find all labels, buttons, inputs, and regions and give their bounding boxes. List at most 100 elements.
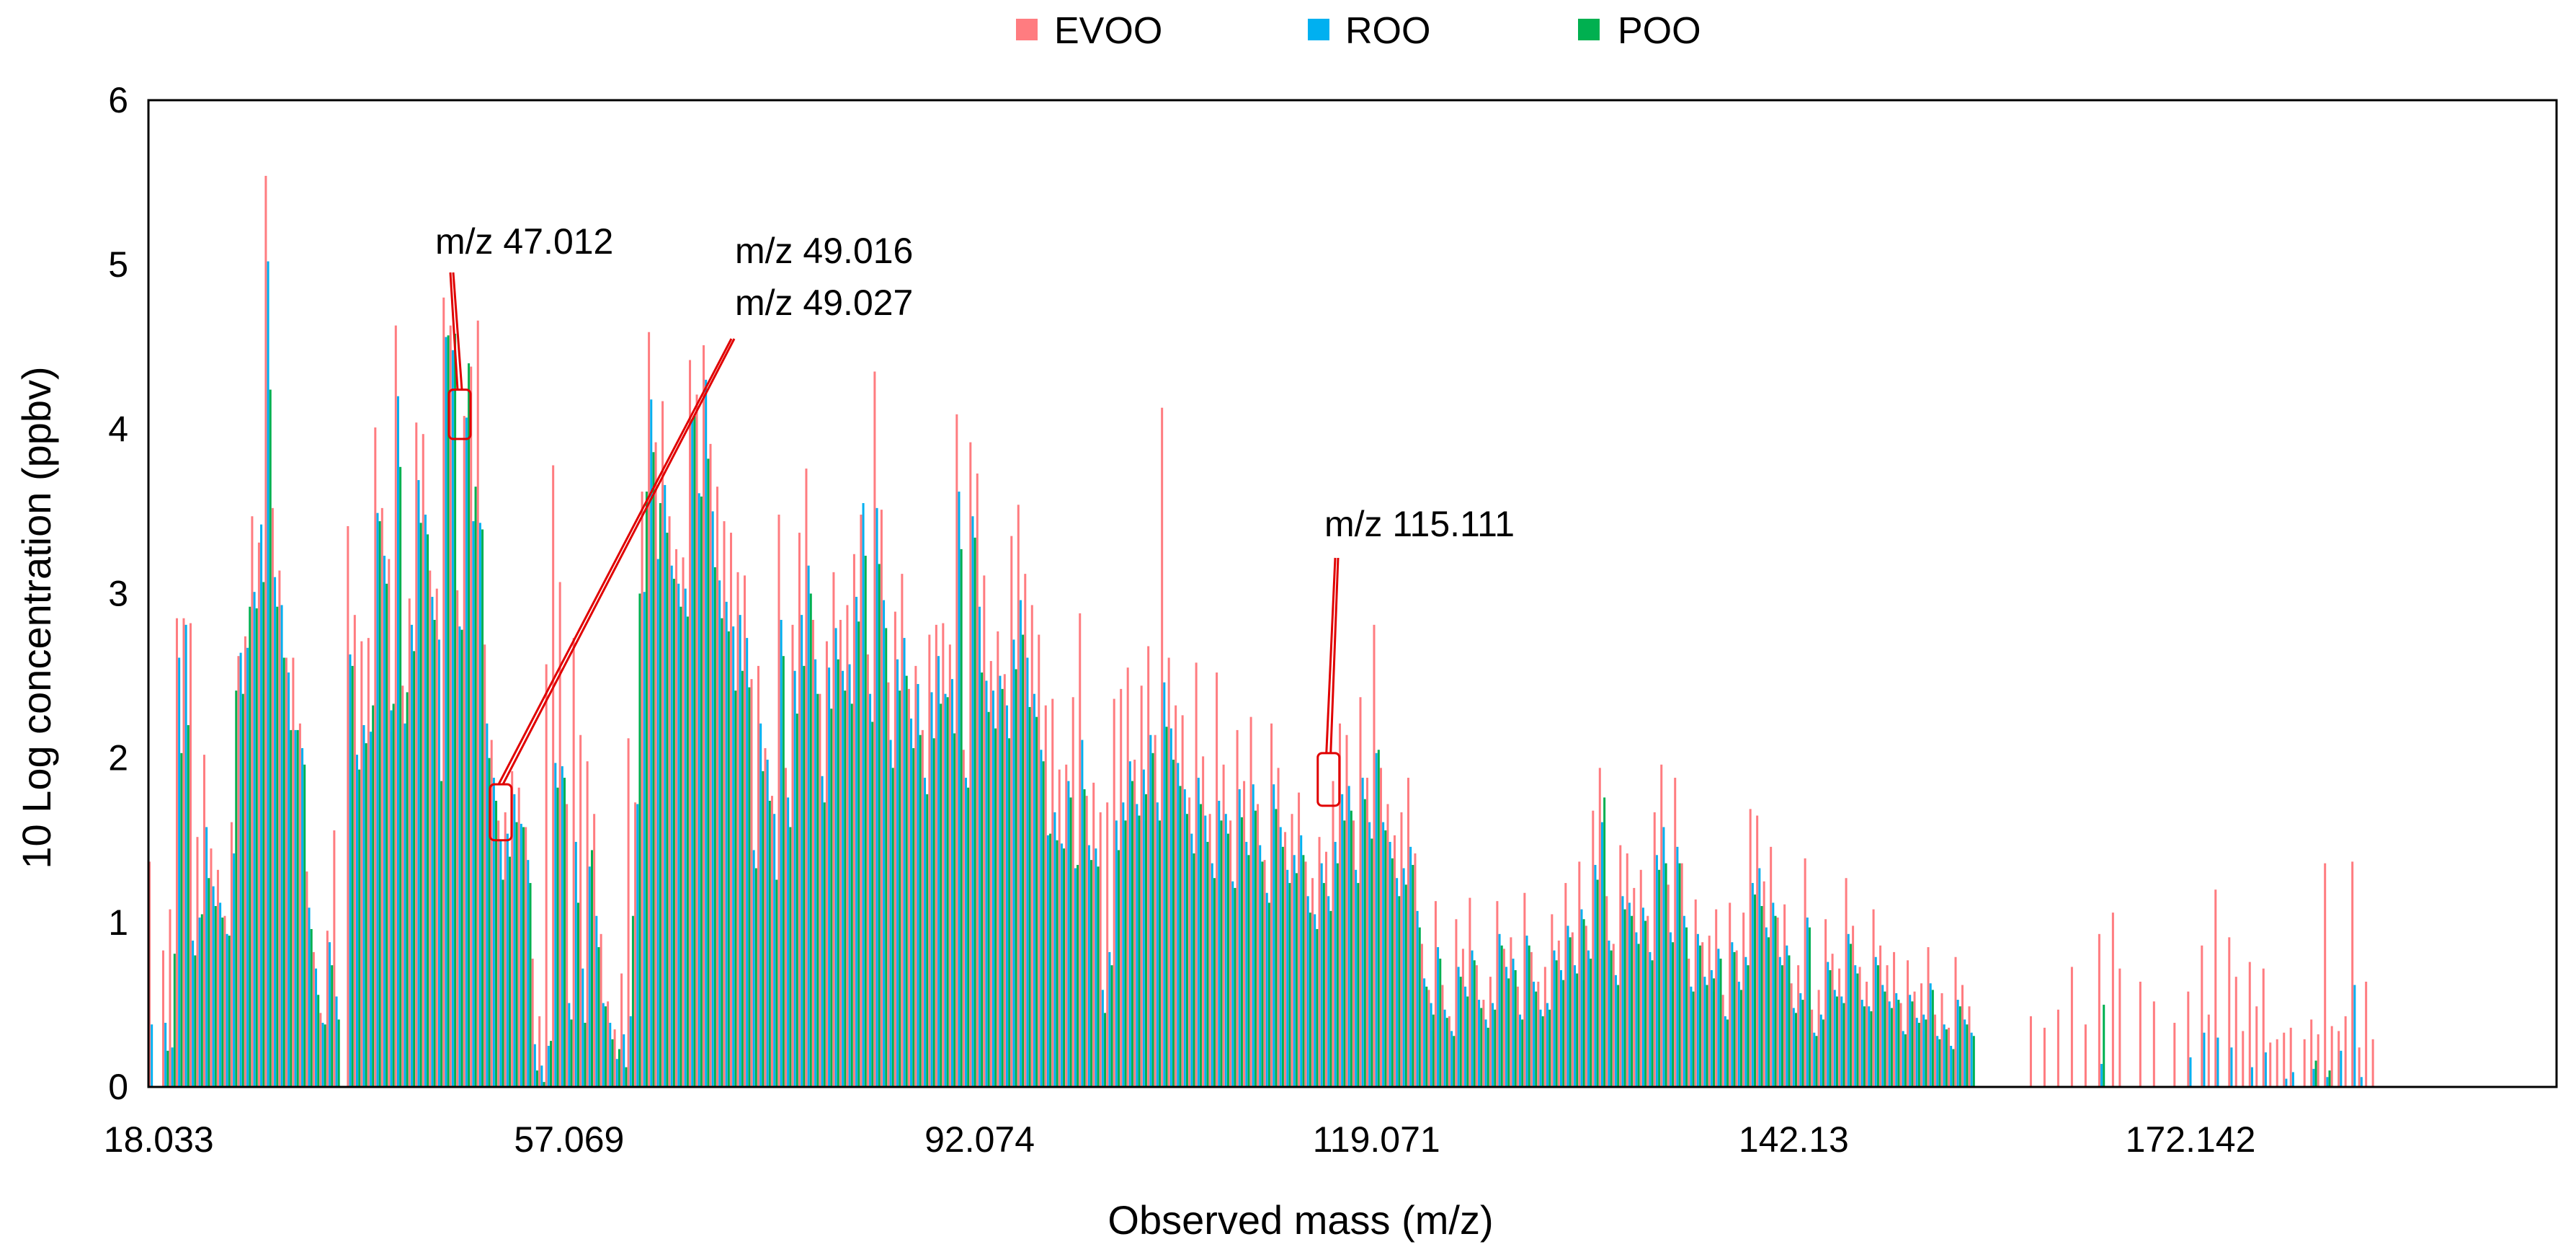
bar-evoo [620,973,623,1087]
bar-evoo [716,487,719,1087]
bar-evoo [2344,1016,2347,1087]
bar-poo [1733,951,1736,1087]
bar-roo [1573,965,1576,1087]
bar-evoo [1044,705,1047,1087]
bar-evoo [1249,716,1252,1088]
bar-evoo [2358,1047,2361,1087]
bar-poo [940,703,942,1087]
bar-evoo [2303,1039,2306,1087]
bar-poo [1911,1001,1914,1087]
bar-roo [478,523,481,1087]
bar-roo [1806,917,1809,1087]
bar-roo [1553,950,1556,1087]
bar-poo [1644,920,1647,1087]
legend-swatch-poo [1578,19,1600,40]
bar-evoo [860,514,863,1087]
bar-poo [447,335,450,1087]
bar-evoo [811,620,814,1087]
bar-roo [192,940,195,1087]
y-axis-title: 10 Log concentration (ppbv) [14,366,59,869]
bar-poo [1377,750,1380,1087]
bar-evoo [429,570,432,1087]
bar-evoo [1030,605,1033,1087]
bar-roo [369,732,372,1087]
bar-evoo [1749,809,1752,1087]
bar-poo [208,878,210,1087]
bar-evoo [1298,792,1301,1087]
bar-poo [1774,915,1777,1087]
bar-evoo [442,297,445,1087]
bar-poo [1110,965,1113,1087]
bar-evoo [2228,937,2231,1087]
bar-poo [1172,759,1175,1087]
bar-poo [1220,820,1223,1087]
bar-roo [1737,981,1740,1087]
bar-poo [864,556,867,1087]
bar-evoo [1564,883,1567,1087]
bar-roo [1046,835,1049,1087]
bar-evoo [1907,960,1909,1087]
bar-evoo [723,521,726,1087]
bar-roo [896,659,899,1087]
bar-evoo [1284,832,1287,1087]
bar-poo [255,608,258,1087]
bar-evoo [1407,778,1409,1087]
series-poo [166,334,2331,1088]
bar-evoo [175,618,178,1087]
bar-poo [1726,1019,1729,1087]
bar-roo [1758,868,1761,1087]
bar-roo [417,480,420,1087]
bar-poo [221,917,224,1087]
annotation-label: m/z 47.012 [435,221,613,262]
bar-poo [1521,1019,1524,1087]
bar-poo [1439,959,1442,1087]
bar-roo [595,915,598,1087]
bar-poo [180,752,183,1087]
bar-roo [458,626,461,1087]
bar-evoo [2262,968,2265,1087]
bar-roo [999,675,1002,1087]
bar-roo [1840,996,1843,1087]
bar-poo [1931,990,1934,1087]
bar-poo [1445,1018,1448,1087]
bar-evoo [1756,815,1759,1087]
bar-evoo [1448,1016,1450,1087]
bar-roo [1819,1014,1822,1087]
bar-roo [670,565,673,1087]
bar-evoo [169,909,171,1087]
bar-roo [1430,1003,1432,1087]
bar-evoo [2187,991,2190,1087]
bar-evoo [962,750,965,1087]
bar-evoo [504,812,507,1087]
bar-roo [1450,1031,1453,1087]
bar-roo [1525,936,1528,1087]
bar-evoo [703,345,705,1088]
bar-evoo [2201,945,2203,1087]
bar-roo [746,638,749,1087]
bar-roo [499,840,502,1087]
bar-evoo [1694,899,1697,1087]
bar-evoo [791,624,794,1087]
bar-roo [1457,967,1460,1087]
bar-evoo [1968,1006,1971,1087]
bar-poo [228,936,231,1087]
bar-evoo [1325,851,1328,1087]
bar-roo [1724,1016,1726,1087]
bar-poo [1590,959,1592,1087]
bar-evoo [2317,1034,2319,1087]
legend-label-evoo: EVOO [1054,10,1162,52]
bar-poo [433,620,436,1087]
bar-poo [666,533,669,1087]
bar-poo [399,466,402,1087]
bar-poo [317,995,320,1087]
bar-evoo [148,861,151,1087]
bar-poo [1391,858,1394,1087]
bar-evoo [1811,1009,1814,1087]
bar-poo [331,965,334,1087]
bar-roo [1484,1019,1487,1087]
bar-poo [1822,1019,1824,1087]
bar-roo [212,886,215,1087]
bar-roo [329,942,331,1087]
y-tick-label: 2 [108,738,128,778]
bar-roo [1053,812,1056,1087]
